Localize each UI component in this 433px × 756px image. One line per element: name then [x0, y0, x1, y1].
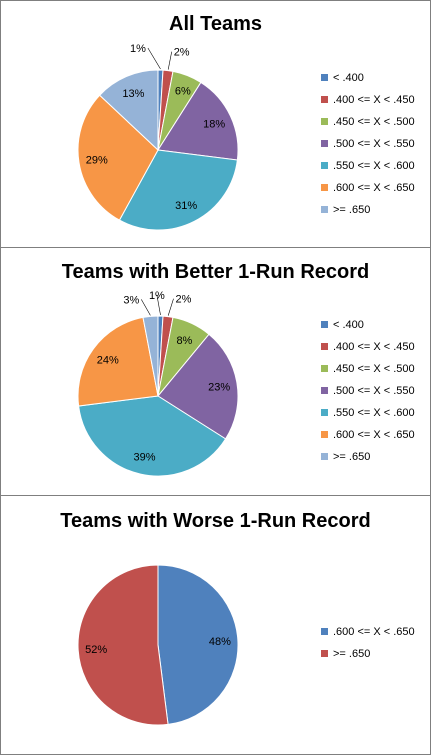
data-label: 1% — [130, 43, 146, 55]
legend-label: >= .650 — [333, 451, 371, 463]
pie-slice — [78, 395, 227, 477]
data-label: 6% — [175, 85, 191, 97]
pie-slice — [77, 94, 159, 221]
pie-slice — [142, 315, 159, 397]
pie-chart-worse-1-run: 48% 52% — [77, 564, 239, 726]
leader-line — [167, 51, 172, 70]
legend-swatch — [321, 118, 328, 125]
legend-label: .600 <= X < .650 — [333, 429, 415, 441]
pie-slice — [98, 69, 159, 152]
leader-line — [147, 47, 161, 70]
data-label: 2% — [174, 47, 190, 59]
legend-label: .550 <= X < .600 — [333, 407, 415, 419]
data-label: 13% — [122, 88, 144, 100]
legend-label: .600 <= X < .650 — [333, 626, 415, 638]
data-label: 39% — [133, 452, 155, 464]
chart-panel-better-1-run: Teams with Better 1-Run Record 1% 2% 8% 23%… — [0, 247, 431, 496]
leader-line — [156, 294, 161, 316]
legend-swatch — [321, 206, 328, 213]
legend-label: .550 <= X < .600 — [333, 160, 415, 172]
legend-label: < .400 — [333, 72, 364, 84]
chart-panel-worse-1-run: Teams with Worse 1-Run Record 48% 52% .60… — [0, 495, 431, 755]
data-label: 29% — [86, 155, 108, 167]
legend-label: .400 <= X < .450 — [333, 341, 415, 353]
pie-chart-all-teams: 1% 2% 6% 18% 31% 29% 13% — [77, 43, 239, 231]
legend-swatch — [321, 162, 328, 169]
legend-swatch — [321, 74, 328, 81]
data-label: 3% — [123, 294, 139, 306]
legend-swatch — [321, 453, 328, 460]
data-label: 23% — [208, 381, 230, 393]
data-label: 2% — [176, 294, 192, 306]
legend-swatch — [321, 96, 328, 103]
leader-line — [141, 299, 151, 316]
chart-title: All Teams — [169, 13, 262, 35]
pie-slice — [157, 564, 239, 725]
data-label: 24% — [97, 355, 119, 367]
legend-swatch — [321, 628, 328, 635]
pie-chart-better-1-run: 1% 2%8%23%39%24%3% — [77, 290, 239, 477]
legend-label: < .400 — [333, 319, 364, 331]
data-label: 31% — [175, 200, 197, 212]
legend-label: .500 <= X < .550 — [333, 138, 415, 150]
pie-slice — [77, 316, 159, 407]
legend-swatch — [321, 431, 328, 438]
pie-slice — [157, 333, 239, 440]
legend-swatch — [321, 343, 328, 350]
legend-label: .400 <= X < .450 — [333, 94, 415, 106]
legend-swatch — [321, 387, 328, 394]
pie-slice — [157, 81, 239, 161]
chart-title: Teams with Better 1-Run Record — [61, 261, 370, 283]
data-label: 52% — [85, 644, 107, 656]
legend-swatch — [321, 321, 328, 328]
pie-slice — [118, 149, 238, 231]
legend-swatch — [321, 140, 328, 147]
leader-line — [167, 298, 174, 316]
legend-swatch — [321, 184, 328, 191]
legend-label: .450 <= X < .500 — [333, 363, 415, 375]
legend-label: .450 <= X < .500 — [333, 116, 415, 128]
data-label: 48% — [209, 636, 231, 648]
data-label: 18% — [203, 119, 225, 131]
chart-panel-all-teams: All Teams 1% 2% 6% 18% 31% 29% 13% < .400 .400 … — [0, 0, 431, 248]
data-label: 8% — [176, 335, 192, 347]
pie-slice — [77, 564, 169, 726]
legend-swatch — [321, 365, 328, 372]
legend-label: >= .650 — [333, 648, 371, 660]
legend-label: >= .650 — [333, 204, 371, 216]
chart-title: Teams with Worse 1-Run Record — [60, 510, 371, 532]
legend-swatch — [321, 409, 328, 416]
legend-swatch — [321, 650, 328, 657]
legend-label: .500 <= X < .550 — [333, 385, 415, 397]
legend-label: .600 <= X < .650 — [333, 182, 415, 194]
